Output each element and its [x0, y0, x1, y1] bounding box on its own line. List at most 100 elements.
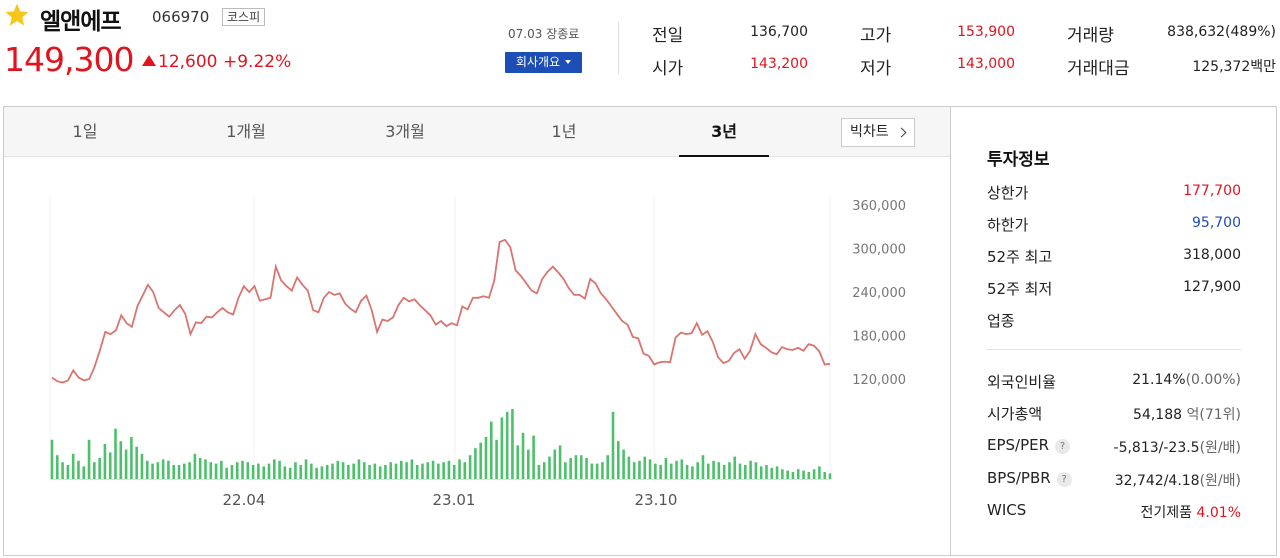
volume-bar — [325, 465, 329, 479]
volume-bar — [103, 444, 107, 479]
volume-bar — [765, 465, 768, 479]
volume-bar — [468, 455, 472, 479]
volume-bar — [341, 462, 345, 479]
volume-bar — [124, 449, 128, 479]
bps-pbr-label: BPS/PBR? — [987, 469, 1072, 487]
volume-bar — [791, 472, 795, 479]
volume-bar — [807, 472, 811, 479]
volume-bar — [585, 458, 588, 479]
tab-1d[interactable]: 1일 — [72, 122, 98, 141]
price-change: 12,600 — [142, 52, 217, 72]
company-overview-button[interactable]: 회사개요 — [505, 52, 582, 73]
open-value: 143,200 — [750, 56, 808, 72]
price-chart[interactable]: 360,000 300,000 240,000 180,000 120,000 22.0… — [4, 157, 950, 555]
volume-bar — [622, 449, 625, 479]
volume-bar — [659, 465, 662, 479]
volume-bar — [394, 463, 398, 479]
volume-bar — [251, 465, 255, 479]
week52-low-label: 52주 최저 — [987, 280, 1053, 298]
question-icon[interactable]: ? — [1056, 472, 1072, 487]
volume-bar — [818, 466, 821, 479]
volume-bar — [458, 459, 461, 479]
volume-bar — [452, 465, 456, 479]
volume-bar — [484, 437, 488, 479]
eps-per-value: -5,813/-23.5(원/배) — [1114, 437, 1241, 457]
bps-pbr-text: BPS/PBR — [987, 469, 1051, 487]
volume-bar — [733, 456, 737, 479]
volume-bar — [119, 441, 123, 479]
amount-label: 거래대금 — [1067, 59, 1130, 79]
volume-bar — [643, 456, 647, 479]
bigchart-label: 빅차트 — [850, 124, 889, 140]
bigchart-button[interactable]: 빅차트 — [841, 118, 915, 147]
eps-per-row: EPS/PER? -5,813/-23.5(원/배) — [987, 436, 1241, 458]
week52-high-label: 52주 최고 — [987, 248, 1053, 266]
prev-close-label: 전일 — [652, 26, 684, 46]
volume-bar — [77, 460, 80, 479]
volume-bar — [802, 470, 805, 479]
volume-bar — [548, 456, 551, 479]
volume-bar — [421, 463, 424, 479]
volume-bar — [66, 465, 70, 479]
volume-bar — [722, 465, 726, 479]
volume-bar — [235, 462, 239, 479]
volume-bar — [669, 463, 673, 479]
up-triangle-icon — [142, 55, 156, 66]
stock-header: 엘앤에프 066970 코스피 149,300 12,600 +9.22% 07… — [0, 0, 1280, 100]
volume-bar — [204, 459, 207, 479]
volume-bar — [61, 462, 64, 479]
volume-bar — [828, 473, 832, 479]
investment-info-title: 투자정보 — [987, 150, 1050, 170]
tab-3m[interactable]: 3개월 — [385, 122, 425, 141]
x-axis-ticks: 22.04 23.01 23.10 — [223, 491, 678, 509]
volume-bar — [405, 462, 408, 479]
week52-low-value: 127,900 — [1183, 279, 1241, 295]
volume-bar — [299, 465, 303, 479]
investment-info-panel: 투자정보 상한가 177,700 하한가 95,700 52주 최고 318,0… — [951, 106, 1277, 556]
volume-bar — [590, 463, 594, 479]
volume-bar — [98, 458, 101, 479]
volume-bar — [426, 462, 430, 479]
volume-bar — [701, 455, 705, 479]
open-label: 시가 — [652, 59, 684, 79]
volume-bar — [595, 463, 599, 479]
volume-bar — [82, 466, 86, 479]
sector-row: 업종 — [987, 310, 1241, 332]
volume-bar — [108, 452, 112, 479]
volume-bar — [278, 460, 281, 479]
volume-bar — [320, 466, 324, 479]
volume-bar — [156, 462, 160, 479]
volume-bar — [537, 465, 541, 479]
volume-bar — [267, 463, 271, 479]
volume-bar — [579, 455, 583, 479]
volume-bar — [177, 465, 181, 479]
wics-value: 전기제품 4.01% — [1141, 502, 1241, 522]
volume-bar — [680, 459, 684, 479]
volume-bar — [352, 463, 355, 479]
volume-bar — [654, 463, 657, 479]
volume-bar — [283, 466, 287, 479]
volume-bar — [304, 459, 308, 479]
volume-bar — [262, 466, 266, 479]
volume-bar — [516, 445, 520, 479]
foreign-ratio-main: 21.14% — [1132, 372, 1186, 388]
tab-3y[interactable]: 3년 — [679, 107, 769, 157]
volume-bar — [606, 455, 610, 479]
tab-1m[interactable]: 1개월 — [226, 122, 266, 141]
bps-pbr-unit: (원/배) — [1199, 473, 1241, 489]
tab-1y[interactable]: 1년 — [551, 122, 577, 141]
y-axis-ticks: 360,000 300,000 240,000 180,000 120,000 — [852, 199, 906, 388]
volume-bar — [230, 465, 234, 479]
low-value: 143,000 — [957, 56, 1015, 72]
star-icon[interactable] — [4, 2, 30, 28]
wics-row: WICS 전기제품 4.01% — [987, 501, 1241, 523]
volume-bar — [241, 460, 244, 479]
session-status: 07.03 장종료 — [508, 27, 580, 41]
volume-bar — [130, 437, 133, 479]
volume-bar — [500, 417, 504, 479]
volume-bar — [696, 462, 699, 479]
sector-label: 업종 — [987, 312, 1015, 330]
volume-bar — [638, 460, 641, 479]
volume-bar — [685, 465, 689, 479]
question-icon[interactable]: ? — [1055, 439, 1071, 454]
